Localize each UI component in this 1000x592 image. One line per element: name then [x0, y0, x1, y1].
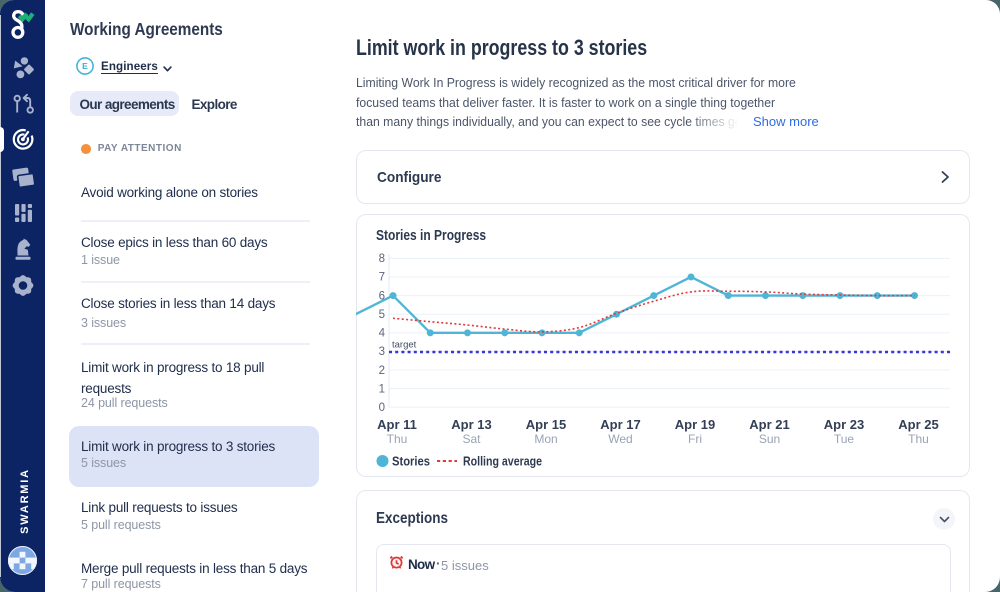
svg-text:Wed: Wed — [608, 432, 632, 446]
svg-text:target: target — [392, 340, 417, 351]
svg-text:Rolling average: Rolling average — [463, 454, 542, 469]
svg-text:Tue: Tue — [834, 432, 855, 446]
svg-text:Apr 15: Apr 15 — [526, 417, 566, 432]
svg-text:Apr 19: Apr 19 — [675, 417, 715, 432]
svg-text:Apr 21: Apr 21 — [749, 417, 789, 432]
svg-text:7: 7 — [379, 272, 385, 284]
svg-text:8: 8 — [379, 253, 385, 265]
svg-text:Apr 11: Apr 11 — [377, 417, 417, 432]
svg-text:Sat: Sat — [462, 432, 481, 446]
svg-text:Sun: Sun — [759, 432, 780, 446]
svg-text:Thu: Thu — [908, 432, 929, 446]
svg-text:Stories: Stories — [392, 454, 430, 469]
svg-text:5: 5 — [379, 309, 385, 321]
svg-text:Mon: Mon — [534, 432, 557, 446]
svg-text:Apr 25: Apr 25 — [898, 417, 938, 432]
svg-text:Apr 17: Apr 17 — [600, 417, 640, 432]
svg-text:Apr 13: Apr 13 — [451, 417, 491, 432]
svg-text:6: 6 — [379, 290, 385, 302]
svg-text:0: 0 — [379, 402, 385, 414]
svg-text:Apr 23: Apr 23 — [824, 417, 864, 432]
svg-text:1: 1 — [379, 383, 385, 395]
svg-text:3: 3 — [379, 346, 385, 358]
svg-text:4: 4 — [379, 328, 386, 340]
svg-text:Fri: Fri — [688, 432, 702, 446]
svg-text:Thu: Thu — [387, 432, 408, 446]
svg-text:E: E — [82, 61, 88, 71]
svg-text:2: 2 — [379, 365, 385, 377]
